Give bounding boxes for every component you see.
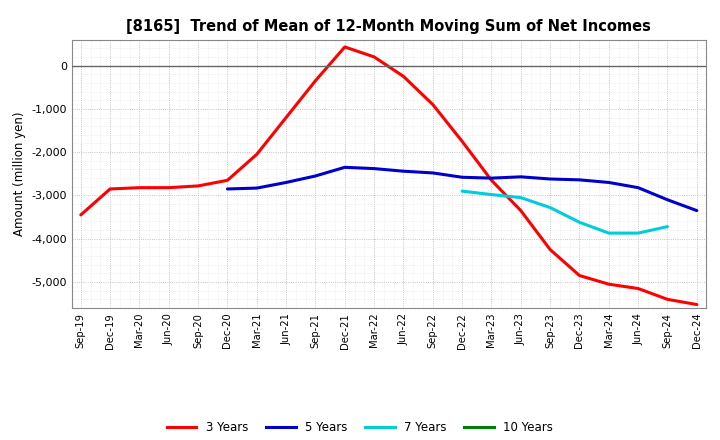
5 Years [605,180,613,185]
7 Years [605,231,613,236]
3 Years [487,178,496,183]
3 Years [164,185,173,190]
3 Years [253,152,261,157]
7 Years [663,224,672,229]
Title: [8165]  Trend of Mean of 12-Month Moving Sum of Net Incomes: [8165] Trend of Mean of 12-Month Moving … [127,19,651,34]
3 Years [399,74,408,79]
5 Years [428,170,437,176]
3 Years [575,273,584,278]
5 Years [546,176,554,182]
3 Years [223,178,232,183]
5 Years [663,197,672,202]
3 Years [458,139,467,144]
5 Years [693,208,701,213]
3 Years [135,185,144,190]
3 Years [605,282,613,287]
3 Years [106,186,114,191]
3 Years [634,286,642,291]
7 Years [634,231,642,236]
Y-axis label: Amount (million yen): Amount (million yen) [13,112,26,236]
5 Years [223,186,232,191]
3 Years [516,208,525,213]
3 Years [663,297,672,302]
5 Years [516,174,525,180]
7 Years [458,188,467,194]
Line: 7 Years: 7 Years [462,191,667,233]
5 Years [458,175,467,180]
7 Years [487,192,496,197]
3 Years [282,115,290,120]
3 Years [76,212,85,217]
5 Years [575,177,584,183]
7 Years [516,195,525,200]
7 Years [575,220,584,225]
3 Years [693,302,701,307]
3 Years [341,44,349,50]
5 Years [341,165,349,170]
5 Years [399,169,408,174]
3 Years [311,78,320,83]
5 Years [253,185,261,191]
5 Years [282,180,290,185]
3 Years [370,54,379,59]
3 Years [428,102,437,107]
Line: 3 Years: 3 Years [81,47,697,304]
3 Years [546,247,554,252]
5 Years [311,173,320,179]
Line: 5 Years: 5 Years [228,167,697,211]
Legend: 3 Years, 5 Years, 7 Years, 10 Years: 3 Years, 5 Years, 7 Years, 10 Years [162,416,558,439]
5 Years [634,185,642,190]
5 Years [370,166,379,171]
5 Years [487,176,496,181]
3 Years [194,183,202,189]
7 Years [546,205,554,210]
